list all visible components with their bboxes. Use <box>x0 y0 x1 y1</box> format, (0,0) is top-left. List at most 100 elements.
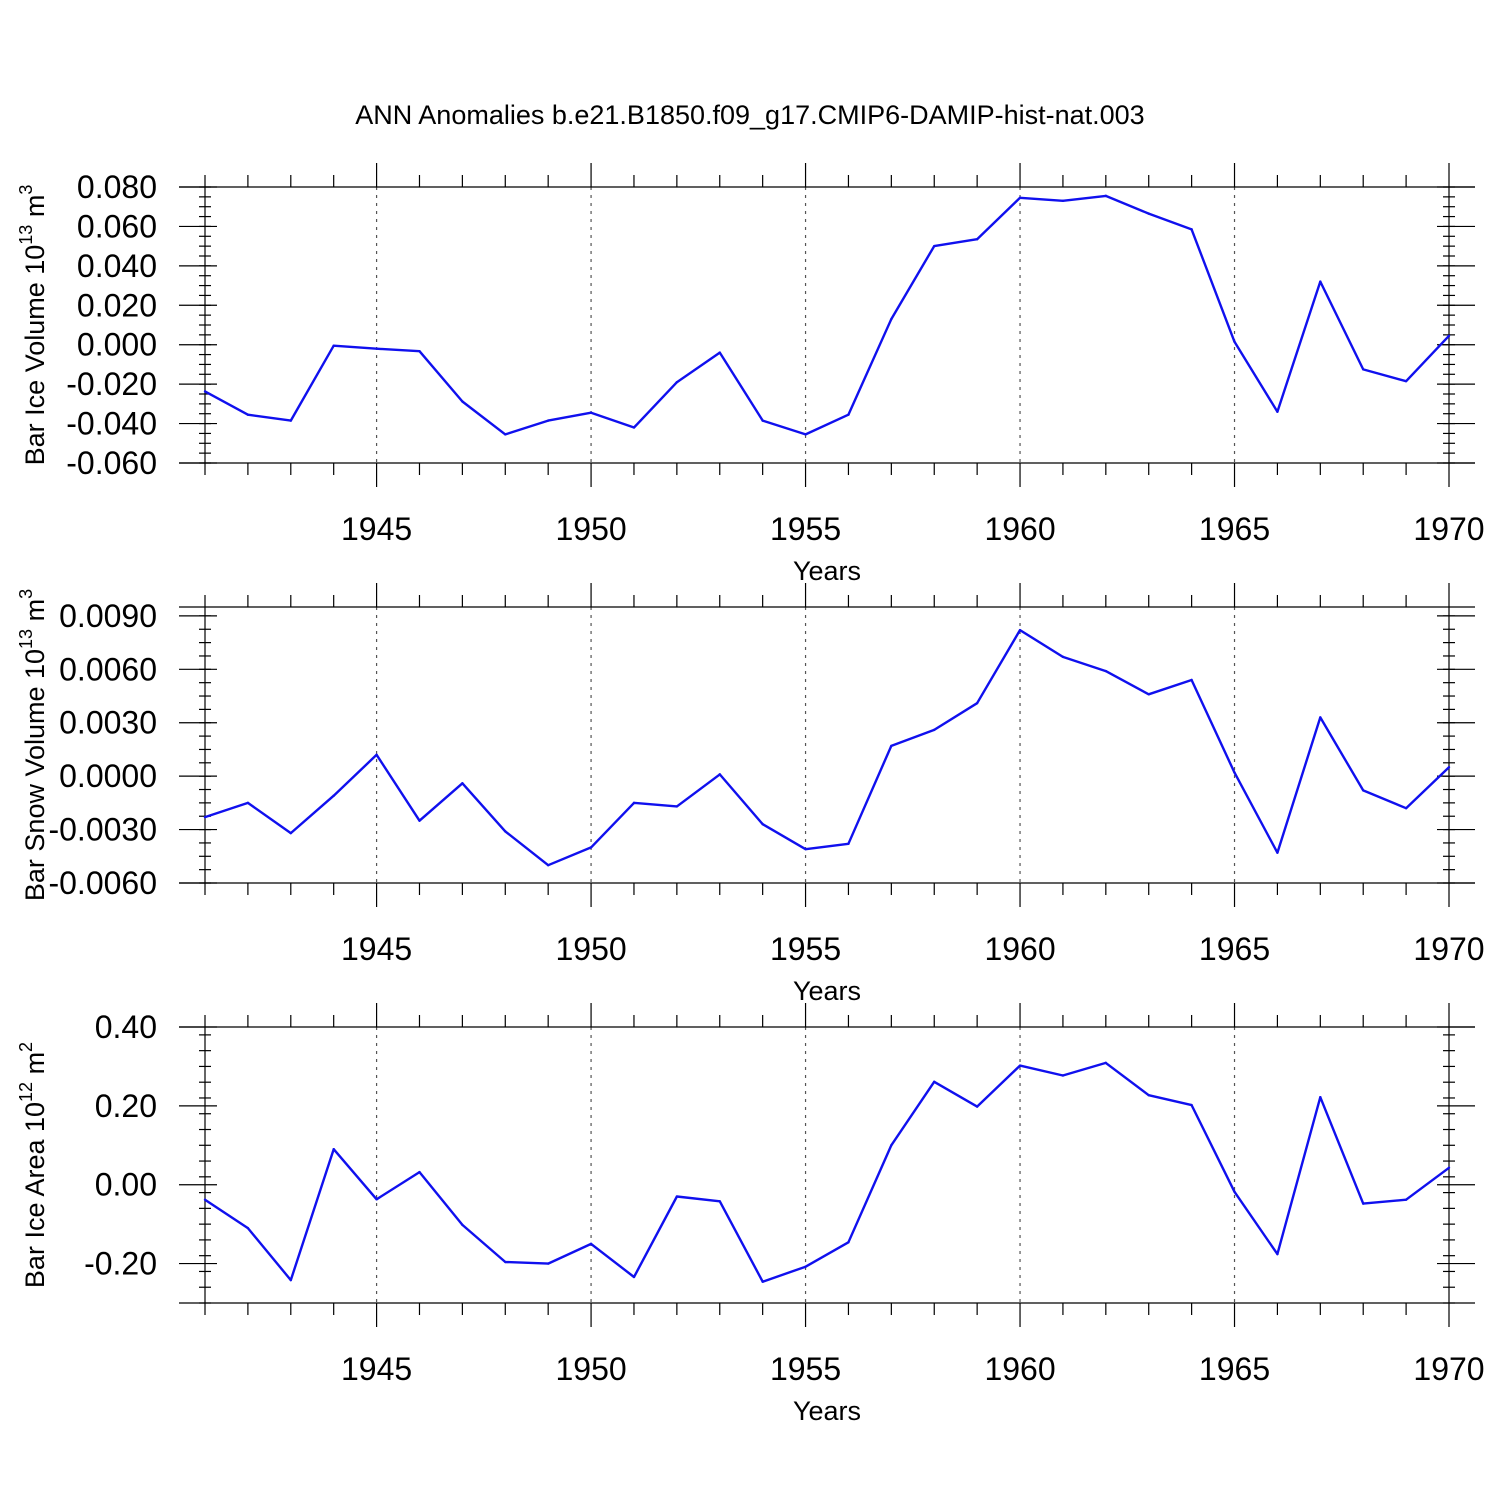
y-tick-label: 0.060 <box>77 208 157 244</box>
data-point <box>1404 379 1408 383</box>
data-point <box>375 347 378 350</box>
data-point <box>504 830 507 833</box>
data-point <box>1018 628 1022 632</box>
data-point <box>1362 789 1365 792</box>
x-tick-label: 1970 <box>1413 931 1484 967</box>
data-point <box>1404 807 1408 810</box>
y-tick-label: 0.20 <box>95 1088 157 1124</box>
data-point <box>203 1198 207 1201</box>
x-tick-label: 1965 <box>1199 1351 1270 1387</box>
data-point <box>1104 194 1108 198</box>
data-point <box>1233 771 1236 774</box>
data-point <box>332 344 335 347</box>
y-tick-label: 0.0030 <box>59 705 157 741</box>
data-point <box>804 433 807 436</box>
y-tick-label: 0.40 <box>95 1009 157 1045</box>
data-point <box>1319 716 1322 719</box>
x-tick-label: 1955 <box>770 931 841 967</box>
data-point <box>975 1105 979 1108</box>
y-axis-label: Bar Ice Area 1012 m2 <box>16 1042 50 1288</box>
y-tick-label: 0.0060 <box>59 651 157 687</box>
data-point <box>1104 1061 1108 1065</box>
data-point <box>1061 655 1065 659</box>
data-point <box>1447 766 1451 769</box>
data-point <box>546 419 550 422</box>
data-point <box>289 419 292 422</box>
y-tick-label: 0.080 <box>77 169 157 205</box>
y-tick-label: 0.000 <box>77 327 157 363</box>
data-point <box>933 728 936 732</box>
x-tick-label: 1965 <box>1199 511 1270 547</box>
data-point <box>675 805 679 808</box>
data-point <box>890 317 893 321</box>
data-point <box>375 1198 378 1201</box>
data-point <box>589 846 593 849</box>
x-tick-label: 1945 <box>341 1351 412 1387</box>
x-axis-label: Years <box>793 556 861 586</box>
data-point <box>332 1148 335 1151</box>
data-point <box>1362 368 1365 371</box>
x-tick-label: 1950 <box>555 931 626 967</box>
data-point <box>1404 1198 1408 1201</box>
y-tick-label: -0.0030 <box>48 812 157 848</box>
data-point <box>461 400 464 403</box>
data-point <box>289 831 292 835</box>
x-tick-label: 1970 <box>1413 511 1484 547</box>
x-tick-label: 1945 <box>341 931 412 967</box>
data-point <box>1190 678 1193 682</box>
data-point <box>1362 1202 1365 1205</box>
data-point <box>1018 196 1022 200</box>
data-point <box>761 1280 764 1283</box>
data-point <box>203 390 207 393</box>
data-point <box>675 380 679 384</box>
x-axis-label: Years <box>793 1396 861 1426</box>
data-point <box>975 238 979 241</box>
data-point <box>804 847 807 851</box>
data-point <box>589 411 593 414</box>
data-point <box>718 351 721 354</box>
panel-3: -0.20 0.00 0.20 0.40 1945 1950 1955 1960 1965 197… <box>16 1003 1485 1426</box>
data-point <box>1190 1103 1193 1107</box>
data-point <box>632 801 636 805</box>
y-tick-label: -0.060 <box>66 445 157 481</box>
data-point <box>589 1242 593 1246</box>
data-point <box>1319 1095 1322 1099</box>
data-point <box>546 1262 550 1265</box>
x-tick-label: 1960 <box>984 511 1055 547</box>
x-tick-label: 1970 <box>1413 1351 1484 1387</box>
data-point <box>1104 669 1108 673</box>
y-tick-label: 0.0090 <box>59 598 157 634</box>
data-point <box>546 863 550 867</box>
series-line <box>204 628 1450 867</box>
data-point <box>1233 1190 1236 1194</box>
x-tick-label: 1950 <box>555 1351 626 1387</box>
x-tick-label: 1955 <box>770 1351 841 1387</box>
x-tick-label: 1950 <box>555 511 626 547</box>
data-point <box>1147 1094 1150 1097</box>
data-point <box>461 782 464 785</box>
data-point <box>1447 1166 1451 1169</box>
data-point <box>632 1275 636 1279</box>
chart-title: ANN Anomalies b.e21.B1850.f09_g17.CMIP6-… <box>355 100 1144 130</box>
y-tick-label: -0.0060 <box>48 865 157 901</box>
data-point <box>1447 334 1451 338</box>
data-point <box>375 753 378 756</box>
x-tick-label: 1955 <box>770 511 841 547</box>
data-point <box>504 433 507 436</box>
x-tick-label: 1960 <box>984 1351 1055 1387</box>
data-point <box>1319 280 1322 283</box>
data-point <box>847 413 850 416</box>
data-point <box>1276 1252 1279 1256</box>
x-tick-label: 1960 <box>984 931 1055 967</box>
data-point <box>1061 1074 1065 1077</box>
data-point <box>203 815 207 819</box>
data-point <box>804 1265 807 1268</box>
data-point <box>761 823 764 826</box>
data-point <box>975 701 979 705</box>
panels-container: -0.060-0.040-0.0200.0000.0200.0400.0600.… <box>16 163 1485 1426</box>
data-point <box>1018 1064 1022 1067</box>
data-point <box>1147 212 1150 215</box>
data-point <box>718 1200 721 1203</box>
